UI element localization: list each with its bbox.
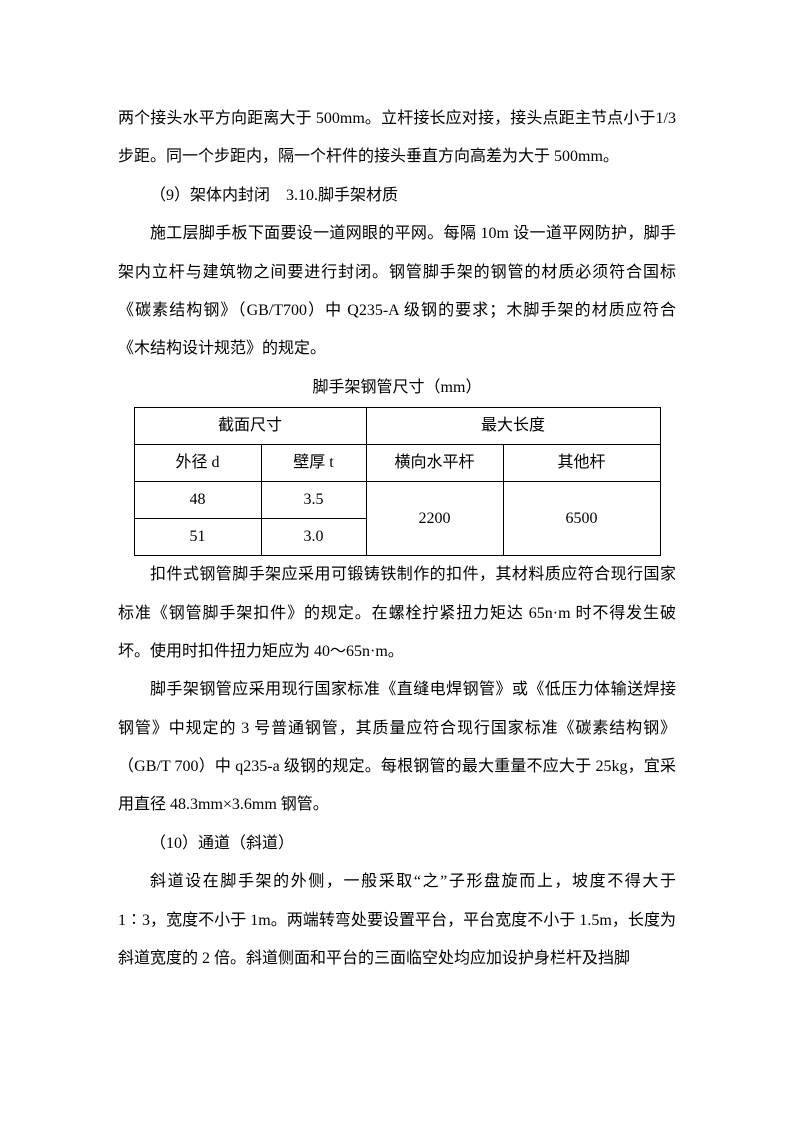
section-heading-10: （10）通道（斜道） xyxy=(118,825,676,863)
body-paragraph: 脚手架钢管应采用现行国家标准《直缝电焊钢管》或《低压力体输送焊接钢管》中规定的 … xyxy=(118,671,676,825)
body-paragraph: 斜道设在脚手架的外侧，一般采取“之”子形盘旋而上，坡度不得大于1∶3，宽度不小于… xyxy=(118,863,676,978)
table-subheader: 外径 d xyxy=(134,445,261,482)
dimensions-table: 截面尺寸 最大长度 外径 d 壁厚 t 横向水平杆 其他杆 48 3.5 220… xyxy=(134,407,661,556)
table-cell: 6500 xyxy=(503,482,660,556)
section-heading-9: （9）架体内封闭 3.10.脚手架材质 xyxy=(118,177,676,215)
body-paragraph: 施工层脚手板下面要设一道网眼的平网。每隔 10m 设一道平网防护，脚手架内立杆与… xyxy=(118,215,676,369)
table-cell: 2200 xyxy=(366,482,503,556)
body-paragraph: 两个接头水平方向距离大于 500mm。立杆接长应对接，接头点距主节点小于1/3 … xyxy=(118,100,676,177)
table-cell: 3.0 xyxy=(261,519,366,556)
table-subheader: 横向水平杆 xyxy=(366,445,503,482)
body-paragraph: 扣件式钢管脚手架应采用可锻铸铁制作的扣件，其材料质应符合现行国家标准《钢管脚手架… xyxy=(118,556,676,671)
table-cell: 48 xyxy=(134,482,261,519)
table-subheader: 其他杆 xyxy=(503,445,660,482)
table-row: 截面尺寸 最大长度 xyxy=(134,408,660,445)
document-page: 两个接头水平方向距离大于 500mm。立杆接长应对接，接头点距主节点小于1/3 … xyxy=(0,0,794,978)
table-header: 截面尺寸 xyxy=(134,408,366,445)
table-header: 最大长度 xyxy=(366,408,660,445)
table-row: 外径 d 壁厚 t 横向水平杆 其他杆 xyxy=(134,445,660,482)
table-cell: 3.5 xyxy=(261,482,366,519)
table-cell: 51 xyxy=(134,519,261,556)
table-caption: 脚手架钢管尺寸（mm） xyxy=(118,369,676,407)
table-subheader: 壁厚 t xyxy=(261,445,366,482)
table-row: 48 3.5 2200 6500 xyxy=(134,482,660,519)
